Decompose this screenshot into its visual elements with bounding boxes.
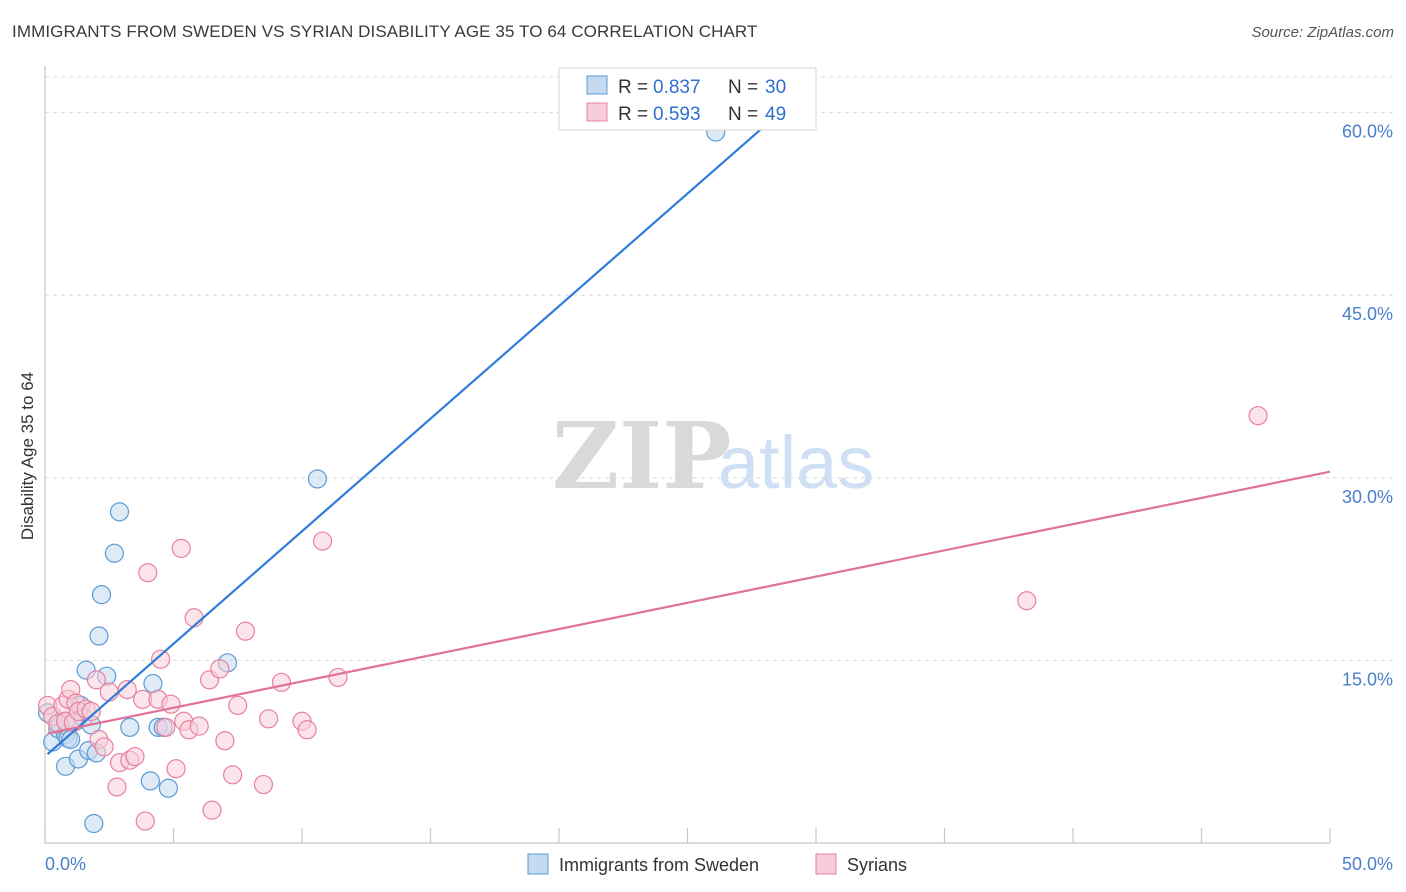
source-label: Source: ZipAtlas.com — [1251, 24, 1394, 41]
syrians-point — [215, 731, 235, 751]
syrians-point — [156, 717, 176, 737]
legend-swatch-sweden — [586, 75, 608, 95]
watermark: ZIP atlas — [552, 402, 874, 510]
legend-r-label-syrians: R = — [618, 104, 648, 125]
syrians-point — [189, 716, 209, 736]
sweden-point — [158, 778, 178, 798]
sweden-point — [104, 543, 124, 563]
chart-title: IMMIGRANTS FROM SWEDEN VS SYRIAN DISABIL… — [12, 22, 758, 41]
data-points — [37, 122, 1268, 834]
legend-swatch-syrians — [586, 102, 608, 122]
sweden-trend-line — [46, 111, 781, 755]
y-axis-title: Disability Age 35 to 64 — [18, 372, 37, 540]
syrians-point — [117, 679, 137, 700]
syrians-point — [171, 538, 191, 558]
y-tick-label: 45.0% — [1342, 304, 1393, 324]
y-tick-label: 60.0% — [1342, 122, 1393, 142]
legend-n-label-syrians: N = — [728, 104, 758, 125]
series-legend-swatch-syrians — [815, 853, 837, 875]
syrians-point — [228, 695, 248, 716]
sweden-point — [91, 585, 112, 605]
syrians-point — [138, 563, 158, 583]
legend-n-value-syrians: 49 — [765, 104, 786, 125]
syrians-point — [258, 709, 279, 729]
trend-lines — [46, 111, 1331, 755]
syrians-point — [312, 531, 333, 551]
tick-labels: 15.0% 30.0% 45.0% 60.0% 0.0% 50.0% — [45, 122, 1393, 874]
syrians-point — [297, 720, 317, 740]
syrians-point — [94, 737, 114, 757]
syrians-point — [135, 811, 155, 831]
syrians-point — [328, 667, 348, 688]
syrians-point — [223, 765, 243, 785]
sweden-point — [89, 626, 109, 646]
sweden-point — [84, 813, 104, 834]
legend-r-label-sweden: R = — [618, 77, 648, 98]
sweden-point — [109, 502, 130, 522]
y-tick-label: 15.0% — [1342, 669, 1393, 689]
syrians-point — [210, 659, 230, 679]
syrians-trend-line — [47, 470, 1331, 735]
y-tick-label: 30.0% — [1342, 487, 1393, 507]
syrians-point — [107, 777, 127, 797]
syrians-point — [1017, 591, 1037, 611]
legend-n-label-sweden: N = — [728, 77, 758, 98]
legend-r-value-sweden: 0.837 — [653, 77, 701, 98]
syrians-point — [202, 800, 222, 820]
syrians-point — [235, 621, 256, 641]
syrians-point — [81, 701, 101, 722]
syrians-point — [151, 649, 171, 669]
watermark-zip: ZIP — [552, 402, 731, 510]
watermark-atlas: atlas — [718, 421, 874, 504]
x-tick-label: 0.0% — [45, 854, 86, 874]
syrians-point — [1248, 406, 1268, 426]
syrians-point — [253, 774, 274, 795]
sweden-point — [307, 469, 328, 489]
series-legend-label-syrians: Syrians — [847, 855, 907, 875]
syrians-point — [125, 746, 145, 767]
syrians-point — [271, 672, 292, 692]
syrians-point — [184, 608, 204, 628]
sweden-point — [140, 771, 160, 791]
legend-n-value-sweden: 30 — [765, 77, 786, 98]
series-legend-label-sweden: Immigrants from Sweden — [559, 855, 759, 875]
series-legend: Immigrants from Sweden Syrians — [527, 853, 907, 875]
legend-r-value-syrians: 0.593 — [653, 104, 701, 125]
syrians-point — [86, 670, 107, 690]
syrians-point — [99, 682, 119, 702]
correlation-legend: R = 0.837 N = 30 R = 0.593 N = 49 — [558, 67, 817, 131]
sweden-point — [120, 717, 140, 737]
syrians-point — [166, 759, 186, 779]
series-legend-swatch-sweden — [527, 853, 549, 875]
x-tick-label: 50.0% — [1342, 854, 1393, 874]
